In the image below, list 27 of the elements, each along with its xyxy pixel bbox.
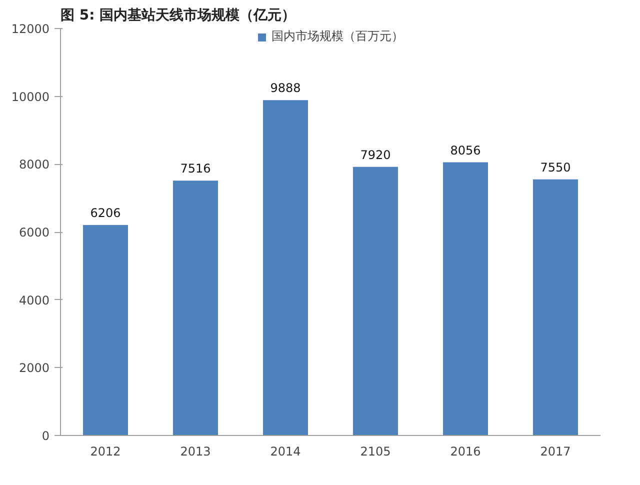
x-tick-label: 2016 [450, 444, 481, 458]
bar [83, 225, 128, 436]
bar [533, 179, 578, 436]
data-label: 6206 [90, 206, 121, 220]
x-tick-label: 2017 [540, 444, 571, 458]
bar [263, 100, 308, 436]
data-label: 7550 [540, 160, 571, 174]
chart-title: 图 5: 国内基站天线市场规模（亿元） [60, 6, 296, 24]
data-label: 7920 [360, 148, 391, 162]
x-tick-label: 2012 [90, 444, 121, 458]
y-tick-label: 10000 [11, 90, 50, 104]
y-tick-label: 6000 [18, 226, 50, 240]
y-tick-label: 8000 [18, 158, 50, 172]
y-tick-label: 12000 [11, 22, 50, 36]
data-label: 8056 [450, 143, 481, 158]
y-tick-label: 2000 [18, 361, 50, 376]
x-tick-label: 2014 [270, 444, 301, 458]
bar [173, 180, 218, 436]
x-tick-label: 2105 [360, 444, 391, 458]
data-label: 7516 [180, 162, 211, 176]
bar [353, 166, 398, 436]
bar [443, 162, 488, 436]
y-tick-label: 4000 [18, 293, 50, 308]
legend-label: 国内市场规模（百万元） [272, 28, 404, 45]
y-tick-label: 0 [42, 429, 50, 443]
data-label: 9888 [270, 81, 301, 96]
x-tick-label: 2013 [180, 444, 211, 458]
